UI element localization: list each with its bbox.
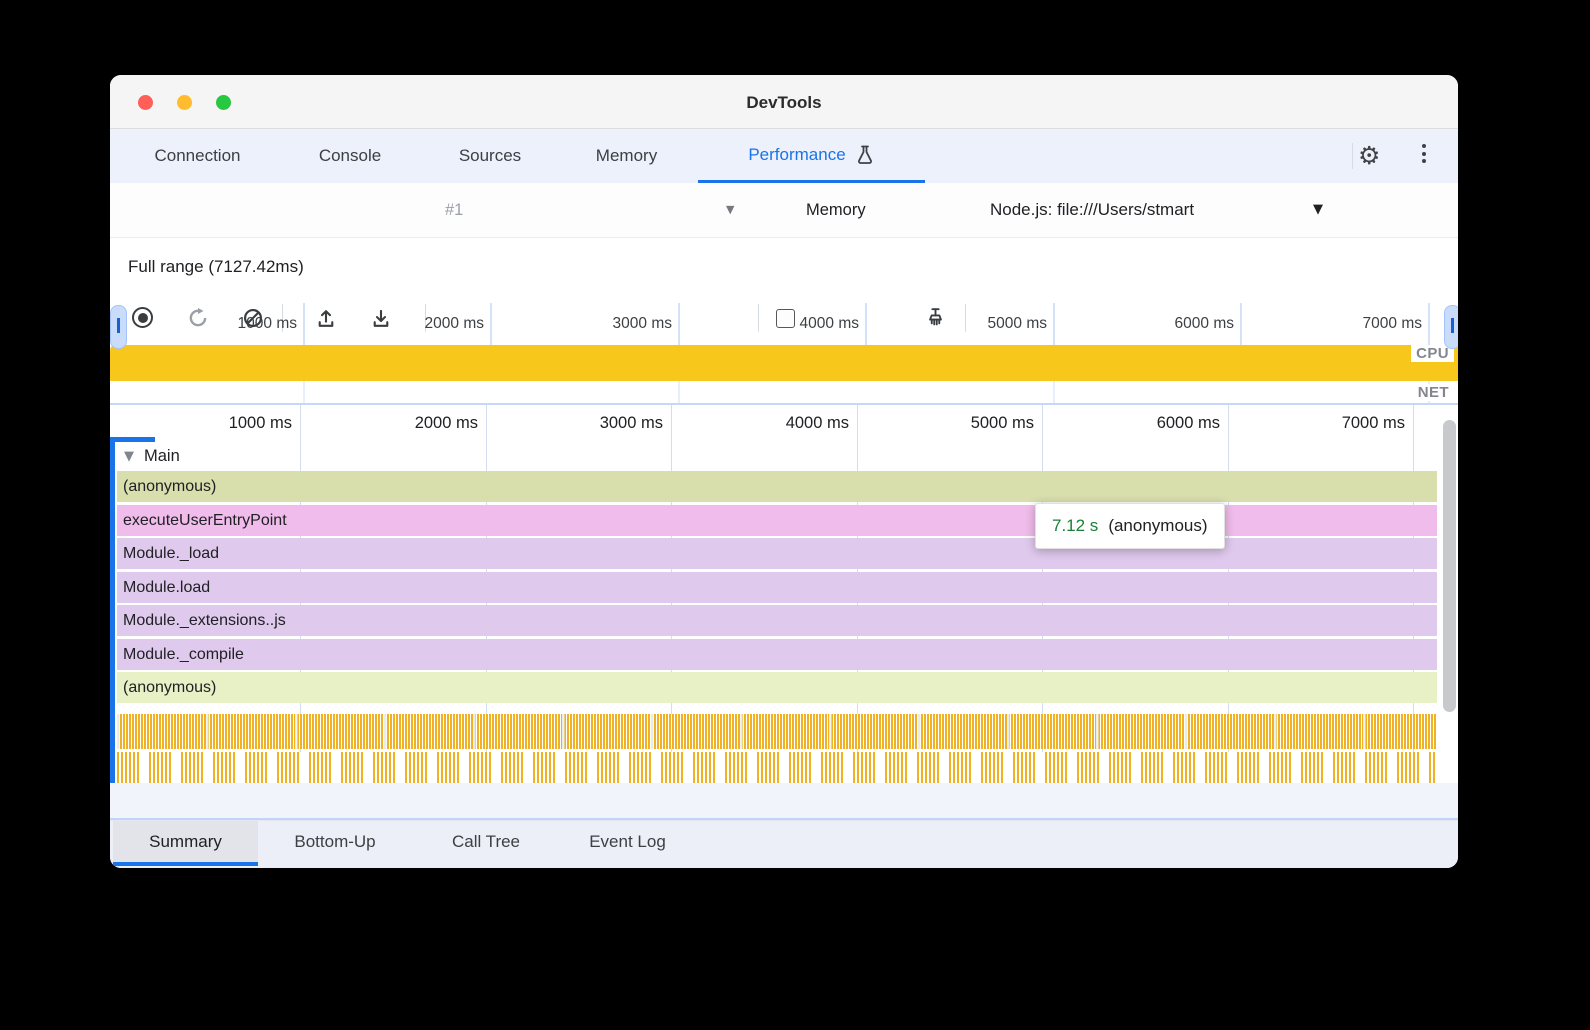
flame-activity-stripes[interactable] — [117, 752, 1437, 783]
overview-tick — [865, 303, 867, 345]
target-select-arrow-icon[interactable]: ▼ — [1313, 202, 1323, 217]
flame-row[interactable]: Module._extensions..js — [117, 605, 1437, 636]
selected-track-indicator — [110, 437, 115, 793]
full-range-label: Full range (7127.42ms) — [128, 257, 304, 276]
tab-connection[interactable]: Connection — [154, 146, 241, 165]
flame-ruler-label: 2000 ms — [414, 414, 478, 432]
reload-and-record-icon[interactable] — [187, 307, 209, 329]
history-select[interactable]: #1 — [445, 183, 745, 237]
tab-sources[interactable]: Sources — [458, 146, 522, 165]
flame-row[interactable]: (anonymous) — [117, 471, 1437, 502]
tab-call-tree[interactable]: Call Tree — [451, 832, 521, 851]
flame-row[interactable]: Module.load — [117, 571, 1437, 603]
tab-console[interactable]: Console — [318, 146, 382, 165]
overview-tick — [1428, 303, 1430, 345]
flame-ruler-label: 4000 ms — [785, 414, 849, 432]
overview-tick — [490, 303, 492, 345]
tab-performance-label: Performance — [748, 144, 846, 164]
toolbar-divider — [282, 304, 283, 332]
overview-tick — [1053, 303, 1055, 345]
overview-cpu-label: CPU — [1411, 345, 1454, 362]
details-tab-bar: Summary Bottom-Up Call Tree Event Log — [110, 820, 1458, 868]
tooltip-duration: 7.12 s — [1052, 516, 1099, 535]
history-select-value: #1 — [445, 201, 464, 219]
flame-row[interactable]: Module._load — [117, 538, 1437, 569]
overview-tick — [1240, 303, 1242, 345]
more-options-icon[interactable] — [1422, 144, 1426, 163]
overview-net-label: NET — [1412, 384, 1454, 401]
tab-performance[interactable]: Performance — [698, 129, 925, 183]
overview-ruler-label: 3000 ms — [612, 315, 672, 332]
active-tab-underline — [113, 862, 258, 866]
window-title: DevTools — [746, 93, 822, 112]
overview-right-handle[interactable] — [1444, 305, 1458, 349]
history-select-arrow-icon[interactable]: ▼ — [726, 203, 735, 216]
flame-row[interactable]: Module._compile — [117, 638, 1437, 670]
overview-ruler-label: 2000 ms — [424, 315, 484, 332]
save-profile-icon[interactable] — [370, 307, 392, 329]
vertical-scrollbar-thumb[interactable] — [1443, 420, 1456, 712]
tooltip-function-name: (anonymous) — [1108, 516, 1208, 535]
tab-bottom-up[interactable]: Bottom-Up — [294, 832, 376, 851]
flame-ruler-label: 1000 ms — [228, 414, 292, 432]
flame-chart-bottom-border — [110, 818, 1458, 820]
zoom-window-icon[interactable] — [216, 95, 231, 110]
panel-tab-bar: Connection Console Sources Memory Perfor… — [110, 129, 1458, 183]
memory-checkbox-label: Memory — [806, 201, 866, 219]
overview-cpu-activity-bar[interactable] — [110, 345, 1458, 381]
selected-track-indicator — [110, 437, 155, 442]
minimize-window-icon[interactable] — [177, 95, 192, 110]
settings-gear-icon[interactable]: ⚙ — [1358, 141, 1381, 170]
flame-ruler-label: 3000 ms — [599, 414, 663, 432]
tabbar-divider — [1352, 143, 1353, 169]
overview-bottom-border — [110, 403, 1458, 405]
overview-tick — [303, 303, 305, 345]
overview-ruler-label: 6000 ms — [1174, 315, 1234, 332]
title-bar: DevTools — [110, 75, 1458, 129]
toolbar-divider — [965, 304, 966, 332]
load-profile-icon[interactable] — [315, 307, 337, 329]
flame-ruler-label: 7000 ms — [1341, 414, 1405, 432]
overview-ruler-label: 5000 ms — [987, 315, 1047, 332]
experiment-flask-icon — [855, 144, 875, 166]
collapse-triangle-icon[interactable]: ▼ — [124, 448, 134, 464]
flame-activity-stripes[interactable] — [117, 714, 1437, 749]
tab-memory[interactable]: Memory — [595, 146, 658, 165]
close-window-icon[interactable] — [138, 95, 153, 110]
overview-left-handle[interactable] — [110, 305, 127, 349]
target-select-value: Node.js: file:///Users/stmart — [990, 200, 1195, 219]
flame-chart-empty-area — [110, 783, 1458, 818]
flame-ruler-label: 6000 ms — [1156, 414, 1220, 432]
tab-event-log[interactable]: Event Log — [589, 832, 666, 851]
clear-recording-icon[interactable] — [242, 307, 264, 329]
garbage-collect-broom-icon[interactable] — [924, 306, 946, 328]
flame-tooltip: 7.12 s (anonymous) — [1035, 503, 1225, 549]
flame-ruler-label: 5000 ms — [970, 414, 1034, 432]
overview-ruler-label: 1000 ms — [237, 315, 297, 332]
flame-row[interactable]: executeUserEntryPoint — [117, 504, 1437, 536]
record-icon[interactable] — [132, 307, 153, 328]
overview-tick — [678, 303, 680, 345]
performance-toolbar: #1 ▼ Memory Node.js: file:///Users/stmar… — [110, 183, 1458, 332]
tab-summary[interactable]: Summary — [113, 821, 258, 863]
overview-ruler-label: 4000 ms — [799, 315, 859, 332]
flame-row[interactable]: (anonymous) — [117, 672, 1437, 703]
main-track-header[interactable]: ▼ Main — [124, 441, 180, 471]
devtools-window: DevTools Connection Console Sources Memo… — [110, 75, 1458, 868]
toolbar-divider — [425, 304, 426, 332]
toolbar-divider — [758, 304, 759, 332]
main-track-label: Main — [144, 446, 180, 465]
target-select[interactable]: Node.js: file:///Users/stmart — [990, 183, 1194, 237]
memory-checkbox[interactable] — [776, 309, 795, 328]
overview-ruler-label: 7000 ms — [1362, 315, 1422, 332]
